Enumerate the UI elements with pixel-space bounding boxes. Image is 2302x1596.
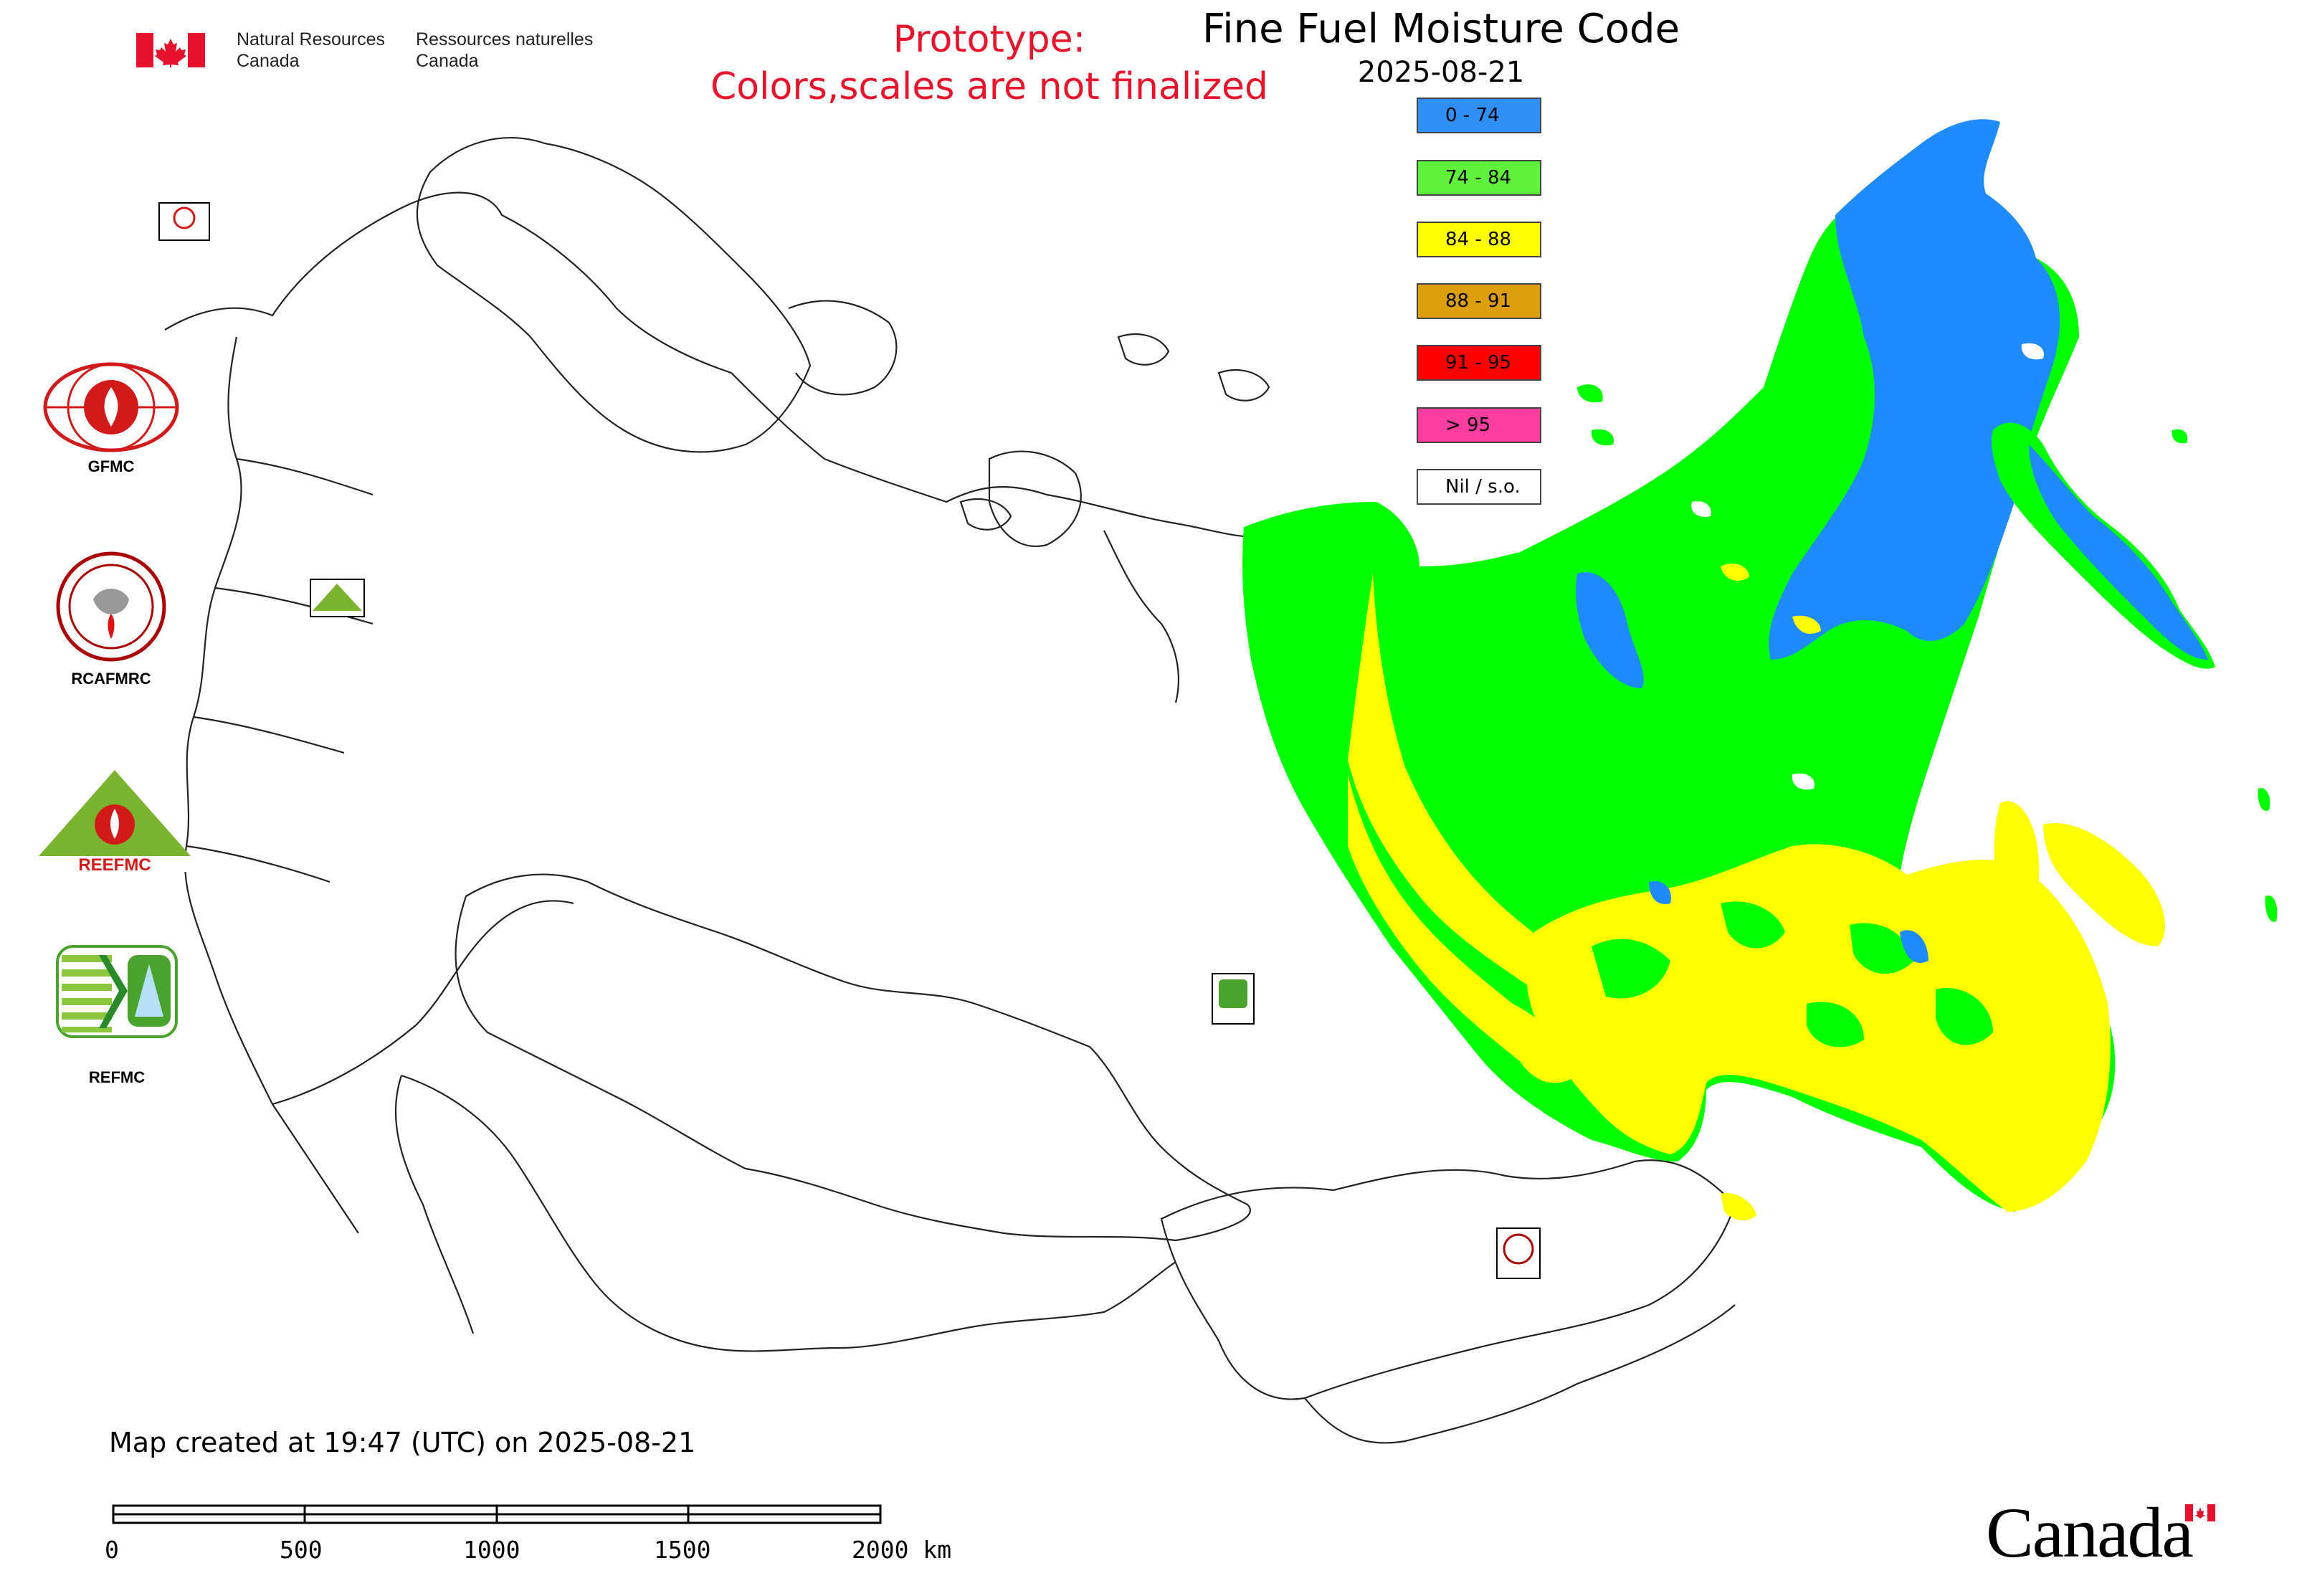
nrcan-signature: Natural Resources Canada Ressources natu… [136, 29, 624, 79]
central-asia-outline [401, 1074, 1176, 1352]
china-north-outline [1304, 1304, 1736, 1444]
ffmc-green-patches-south [1592, 901, 1993, 1048]
agency-en-line2: Canada [237, 51, 300, 71]
ffmc-yellow-interior [1721, 563, 1821, 634]
scale-label-500: 500 [280, 1536, 323, 1564]
inset-gfmc-icon [173, 206, 196, 229]
legend-item: 0 - 74 [1417, 98, 1541, 133]
ffmc-blue-west-patch [1576, 572, 1644, 688]
prototype-line1: Prototype: [893, 18, 1086, 61]
rcafmrc-caption: RCAFMRC [71, 670, 151, 688]
map-title: Fine Fuel Moisture Code [1202, 6, 1680, 52]
kazakhstan-outline [455, 873, 1251, 1242]
ffmc-shaded-area [1242, 119, 2278, 1220]
refmc-caption: REFMC [88, 1068, 146, 1086]
legend-label: 74 - 84 [1445, 167, 1512, 189]
legend-label: > 95 [1445, 414, 1491, 436]
west-border [184, 336, 359, 1234]
reefmc-triangle-icon: REEFMC [39, 770, 191, 875]
ffmc-sakhalin [1994, 801, 2040, 934]
canada-flag-icon [136, 33, 205, 67]
north-coastline [164, 191, 1277, 538]
scale-label-1000: 1000 [463, 1536, 520, 1564]
caspian-outline [394, 1075, 475, 1334]
gfmc-globe-icon [43, 362, 179, 452]
rcafmrc-logo: RCAFMRC [50, 549, 172, 693]
agency-fr-line2: Canada [416, 51, 479, 71]
gfmc-caption: GFMC [87, 457, 135, 475]
yamal-outline [1103, 530, 1180, 703]
legend-label: 0 - 74 [1445, 105, 1500, 126]
inset-reefmc-icon [313, 584, 362, 611]
agency-fr-line1: Ressources naturelles [416, 29, 594, 49]
prototype-line2: Colors,scales are not finalized [710, 65, 1269, 108]
mongolia-outline [1160, 1159, 1736, 1400]
legend-item: 91 - 95 [1417, 345, 1541, 381]
country-outlines [164, 137, 1736, 1444]
map-created-text: Map created at 19:47 (UTC) on 2025-08-21 [109, 1427, 696, 1458]
ffmc-korea-patch [1721, 1193, 1756, 1220]
scandinavia-outline [416, 137, 812, 453]
legend-label: 88 - 91 [1445, 290, 1512, 312]
gfmc-logo: GFMC [36, 358, 186, 480]
reefmc-logo: REEFMC [36, 767, 194, 875]
legend-item: 88 - 91 [1417, 283, 1541, 319]
inset-refmc-icon [1219, 979, 1247, 1008]
inset-gfmc-frame [158, 202, 210, 241]
map-date: 2025-08-21 [1357, 56, 1525, 89]
ffmc-blue-northeast [1769, 119, 2060, 660]
legend-item: Nil / s.o. [1417, 469, 1541, 505]
inset-rcafmrc-icon [1503, 1233, 1534, 1265]
legend-item: 84 - 88 [1417, 222, 1541, 257]
legend-item: > 95 [1417, 407, 1541, 443]
ffmc-kamchatka-blue [2029, 445, 2208, 660]
baltic-borders [186, 457, 374, 883]
reefmc-caption: REEFMC [78, 855, 151, 875]
ukraine-border [272, 900, 574, 1106]
inset-logos [158, 202, 1541, 1279]
legend-label: 91 - 95 [1445, 352, 1512, 374]
refmc-logo: REFMC [56, 945, 178, 1088]
islands-outline [959, 333, 1270, 531]
legend-item: 74 - 84 [1417, 160, 1541, 196]
legend-label: Nil / s.o. [1445, 476, 1521, 498]
kola-outline [788, 300, 898, 396]
ffmc-yellow-east-coast [2043, 823, 2165, 946]
scale-label-1500: 1500 [654, 1536, 711, 1564]
scale-bar [112, 1504, 882, 1524]
novaya-zemlya-outline [988, 450, 1082, 547]
legend-label: 84 - 88 [1445, 229, 1512, 250]
canada-wordmark: Canada [1986, 1493, 2194, 1572]
refmc-sigma-icon [56, 945, 178, 1038]
rcafmrc-seal-icon [56, 551, 166, 662]
prototype-note: Prototype: Colors,scales are not finaliz… [645, 16, 1333, 110]
scale-label-0: 0 [105, 1536, 119, 1564]
scale-label-2000: 2000 km [852, 1536, 952, 1564]
agency-en-line1: Natural Resources [237, 29, 386, 49]
